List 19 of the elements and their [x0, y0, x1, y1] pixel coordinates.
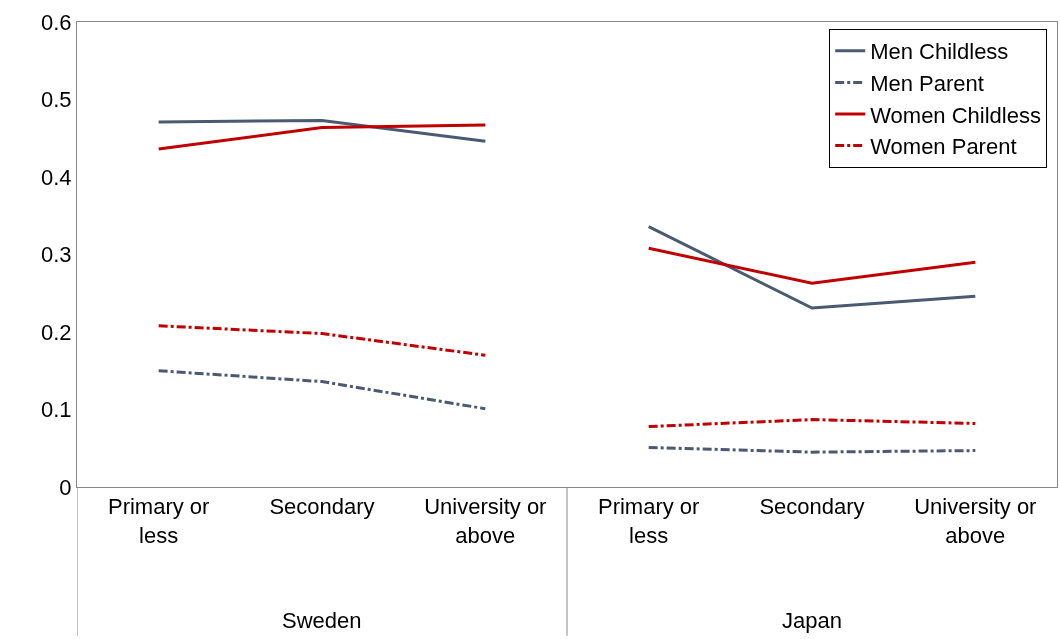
legend-label: Men Parent — [870, 70, 984, 96]
x-tick-label: Primary or less — [597, 494, 700, 548]
y-tick-label: 0.2 — [41, 319, 72, 345]
x-tick-label: Secondary — [759, 494, 865, 520]
y-tick-label: 0.4 — [41, 164, 72, 190]
y-tick-label: 0 — [59, 474, 72, 500]
y-tick-label: 0.1 — [41, 397, 72, 423]
y-tick-label: 0.3 — [41, 242, 72, 268]
legend-label: Women Childless — [870, 102, 1041, 128]
y-tick-label: 0.5 — [41, 87, 72, 113]
legend-label: Women Parent — [870, 134, 1017, 160]
legend-label: Men Childless — [870, 39, 1009, 65]
text: Japan — [782, 608, 842, 633]
x-tick-label: Primary or less — [107, 494, 210, 548]
y-tick-label: 0.6 — [41, 9, 72, 35]
x-tick-label: Secondary — [269, 494, 375, 520]
x-tick-label: University or above — [424, 494, 547, 548]
text: Sweden — [282, 608, 362, 633]
x-tick-label: University or above — [914, 494, 1037, 548]
